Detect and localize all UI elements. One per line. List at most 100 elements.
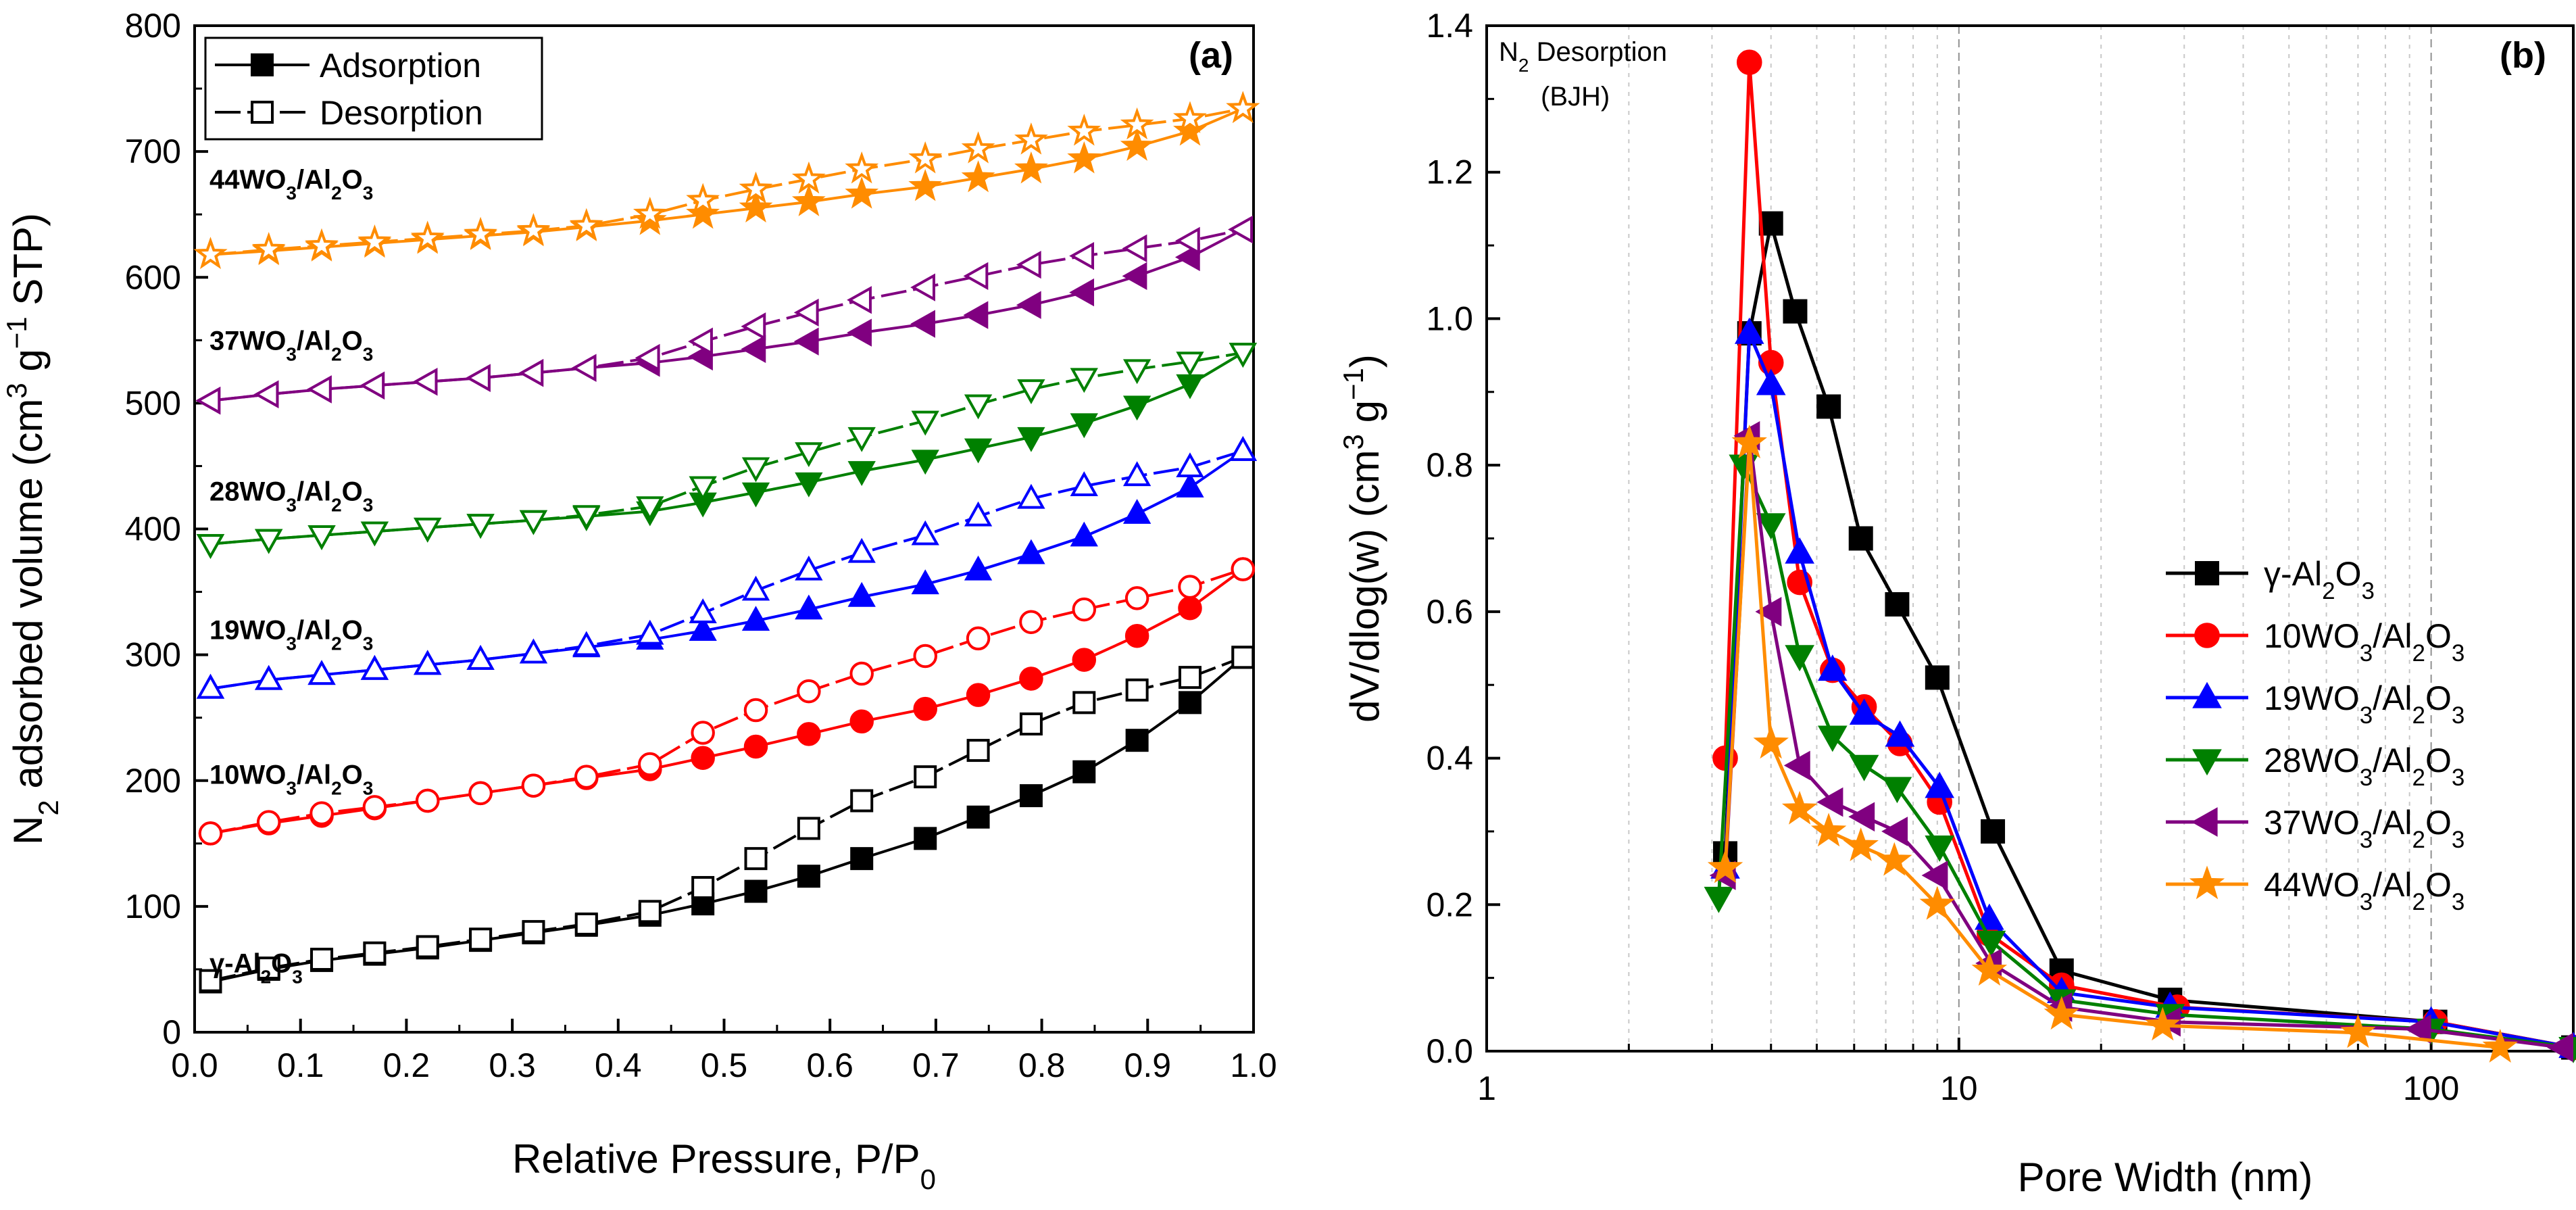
data-point-a bbox=[1017, 427, 1045, 452]
data-point-a bbox=[1176, 452, 1204, 478]
data-point-a bbox=[522, 920, 545, 944]
data-point-a bbox=[1178, 575, 1202, 599]
data-point-a bbox=[850, 847, 874, 871]
data-point-a bbox=[251, 232, 286, 264]
data-point-a bbox=[636, 619, 664, 645]
data-point-a bbox=[847, 427, 876, 452]
data-point-a bbox=[416, 935, 439, 959]
data-point-a bbox=[911, 569, 939, 595]
data-point-a bbox=[739, 171, 773, 204]
panel-a-chart: 0.0 0.1 0.2 0.3 0.4 0.5 0.6 0.7 0.8 0.9 1.0 0 100 200… bbox=[1, 7, 1277, 1195]
y-tick-label-a: 200 bbox=[125, 762, 181, 800]
data-point-b bbox=[1758, 211, 1783, 236]
x-tick-label-a: 0.7 bbox=[912, 1046, 960, 1084]
data-point-a bbox=[741, 335, 766, 364]
data-point-a bbox=[797, 865, 820, 888]
data-point-b bbox=[1736, 49, 1762, 75]
data-point-a bbox=[415, 788, 440, 813]
data-point-a bbox=[468, 781, 493, 806]
data-point-b bbox=[1755, 597, 1782, 627]
data-point-a bbox=[689, 476, 717, 502]
data-point-b bbox=[1707, 849, 1743, 884]
data-point-a bbox=[1178, 596, 1202, 621]
data-point-a bbox=[1072, 597, 1097, 622]
data-point-a bbox=[360, 371, 385, 400]
data-point-b bbox=[1785, 537, 1814, 564]
y-tick-label-b: 1.0 bbox=[1426, 299, 1473, 337]
data-point-a bbox=[1122, 499, 1151, 524]
y-tick-label-a: 600 bbox=[125, 258, 181, 296]
data-point-a bbox=[795, 472, 823, 498]
data-point-a bbox=[1176, 352, 1204, 377]
y-tick-label-a: 700 bbox=[125, 132, 181, 170]
y-tick-label-b: 0.2 bbox=[1426, 886, 1473, 923]
data-point-a bbox=[908, 169, 943, 201]
data-point-b bbox=[1816, 787, 1843, 817]
data-point-a bbox=[360, 654, 389, 680]
data-point-a bbox=[412, 368, 438, 396]
x-axis-label-a: Relative Pressure, P/P0 bbox=[512, 1136, 936, 1195]
data-point-b bbox=[1919, 886, 1956, 920]
y-tick-label-b: 0.0 bbox=[1426, 1032, 1473, 1070]
legend-label-a: Desorption bbox=[320, 94, 483, 132]
data-point-a bbox=[309, 801, 334, 825]
data-point-a bbox=[1120, 128, 1154, 161]
data-point-b bbox=[1885, 720, 1915, 747]
data-point-a bbox=[574, 765, 599, 789]
y-tick-label-b: 0.8 bbox=[1426, 446, 1473, 484]
data-point-a bbox=[689, 598, 717, 623]
data-point-a bbox=[572, 631, 601, 656]
data-point-a bbox=[198, 821, 223, 846]
data-point-a bbox=[1069, 241, 1095, 270]
data-point-a bbox=[519, 510, 548, 535]
data-point-b bbox=[1816, 394, 1841, 419]
data-point-a bbox=[310, 948, 334, 971]
data-point-b bbox=[1785, 645, 1814, 672]
data-point-a bbox=[256, 810, 281, 834]
data-point-a bbox=[913, 644, 937, 669]
legend-label-b: 28WO3/Al2O3 bbox=[2264, 742, 2464, 791]
data-point-a bbox=[193, 237, 228, 269]
data-point-b bbox=[1849, 698, 1879, 725]
data-point-a bbox=[1014, 122, 1048, 155]
data-point-a bbox=[1017, 539, 1045, 564]
legend-label-b: 44WO3/Al2O3 bbox=[2264, 866, 2464, 915]
annotation-b-line2: (BJH) bbox=[1541, 82, 1610, 112]
legend-marker-a bbox=[251, 53, 274, 76]
data-point-a bbox=[1231, 557, 1256, 581]
data-point-a bbox=[966, 626, 991, 651]
x-tick-label-a: 0.2 bbox=[383, 1046, 430, 1084]
data-point-a bbox=[744, 879, 768, 903]
data-point-a bbox=[638, 752, 662, 777]
data-point-a bbox=[1069, 278, 1095, 307]
data-point-a bbox=[908, 141, 943, 174]
data-point-a bbox=[1019, 667, 1043, 691]
data-point-a bbox=[1176, 472, 1204, 498]
data-point-a bbox=[691, 746, 715, 770]
data-point-a bbox=[847, 581, 876, 607]
legend-marker-b bbox=[2194, 623, 2220, 648]
legend-b: γ-Al2O3 10WO3/Al2O3 19WO3/Al2O3 28WO3/Al2O3… bbox=[2166, 555, 2464, 915]
data-point-a bbox=[360, 521, 389, 547]
data-point-a bbox=[686, 183, 720, 215]
data-point-a bbox=[964, 555, 993, 581]
data-point-a bbox=[1070, 521, 1098, 547]
data-point-a bbox=[845, 151, 879, 184]
data-point-a bbox=[910, 273, 935, 301]
x-tick-label-a: 0.1 bbox=[277, 1046, 324, 1084]
legend-label-b: 37WO3/Al2O3 bbox=[2264, 804, 2464, 853]
data-point-a bbox=[414, 650, 442, 675]
sample-label-a: 19WO3/Al2O3 bbox=[209, 615, 373, 654]
data-point-b bbox=[1810, 813, 1847, 847]
panel-label-a: (a) bbox=[1189, 35, 1233, 76]
data-point-a bbox=[1067, 141, 1101, 174]
data-point-b bbox=[1925, 665, 1950, 690]
sample-label-a: 44WO3/Al2O3 bbox=[209, 165, 373, 203]
data-point-b bbox=[1848, 802, 1875, 832]
data-point-a bbox=[1231, 646, 1255, 669]
data-point-a bbox=[1122, 262, 1147, 291]
data-point-a bbox=[914, 827, 937, 850]
data-point-b bbox=[1756, 513, 1786, 540]
data-point-a bbox=[1067, 114, 1101, 146]
